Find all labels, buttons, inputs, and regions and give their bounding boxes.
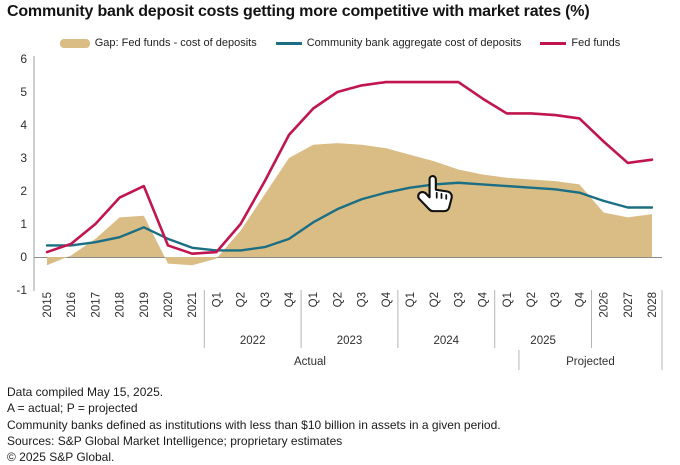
x-tick-label: Q2 [332,292,344,307]
footnotes: Data compiled May 15, 2025. A = actual; P… [7,384,673,465]
x-tick-label: 2018 [115,292,127,318]
y-tick-label: 3 [20,151,27,165]
x-tick-label: Q2 [526,292,538,307]
line-swatch-icon [540,41,567,45]
footnote-line: Sources: S&P Global Market Intelligence;… [7,433,343,448]
legend-label: Community bank aggregate cost of deposit… [306,37,522,49]
legend-item: Community bank aggregate cost of deposit… [275,37,522,49]
deposit-cost-line [45,181,654,252]
x-tick-label: 2026 [599,292,611,318]
chart-title: Community bank deposit costs getting mor… [7,3,590,20]
year-group-label: 2024 [434,335,460,347]
legend: Gap: Fed funds - cost of deposits Communi… [0,37,680,49]
x-tick-label: Q2 [236,292,248,307]
y-tick-label: 5 [20,85,27,99]
footnote-line: © 2025 S&P Global. [7,450,115,465]
x-tick-label: Q3 [357,292,369,307]
chart-svg[interactable]: 6 5 4 3 2 1 0 -1 2015 2016 2017 2018 2019 2020 2021 Q1 Q… [0,52,680,378]
x-tick-label: 2021 [187,292,199,318]
line-swatch-icon [275,41,302,45]
y-tick-label: 4 [20,118,27,132]
year-group-label: 2022 [240,335,266,347]
year-group-label: 2023 [337,335,363,347]
footnote-line: Community banks defined as institutions … [7,417,501,432]
y-tick-label: -1 [16,283,27,297]
x-tick-label: Q3 [260,292,272,307]
x-tick-label: 2020 [163,292,175,318]
y-tick-label: 6 [20,52,27,66]
x-tick-label: Q3 [453,292,465,307]
x-tick-label: Q1 [502,292,514,307]
x-tick-label: Q2 [429,292,441,307]
x-tick-label: 2028 [647,292,659,318]
chart-area[interactable]: 6 5 4 3 2 1 0 -1 2015 2016 2017 2018 2019 2020 2021 Q1 Q… [0,52,680,383]
x-tick-label: 2027 [623,292,635,318]
y-tick-label: 0 [20,250,27,264]
fed-funds-line [45,80,654,255]
x-tick-label: 2016 [66,292,78,318]
year-group-label: 2025 [530,335,556,347]
x-tick-label: Q1 [405,292,417,307]
x-tick-label: Q1 [211,292,223,307]
legend-item: Fed funds [540,37,620,49]
x-tick-label: 2019 [139,292,151,318]
y-tick-label: 1 [20,217,27,231]
phase-label-actual: Actual [294,356,326,368]
x-tick-label: Q4 [381,291,393,307]
phase-label-projected: Projected [566,356,615,368]
footnote-line: A = actual; P = projected [7,401,138,416]
x-tick-label: 2017 [90,292,102,318]
x-tick-label: 2015 [42,292,54,318]
footnote-line: Data compiled May 15, 2025. [7,385,164,399]
y-tick-label: 2 [20,184,27,198]
legend-label: Gap: Fed funds - cost of deposits [94,37,257,49]
legend-item: Gap: Fed funds - cost of deposits [59,37,257,49]
x-tick-label: Q3 [550,292,562,307]
x-tick-label: Q1 [308,292,320,307]
area-swatch-icon [59,38,90,48]
x-tick-label: Q4 [574,291,586,307]
legend-label: Fed funds [571,37,621,49]
x-tick-label: Q4 [478,291,490,307]
x-tick-label: Q4 [284,291,296,307]
